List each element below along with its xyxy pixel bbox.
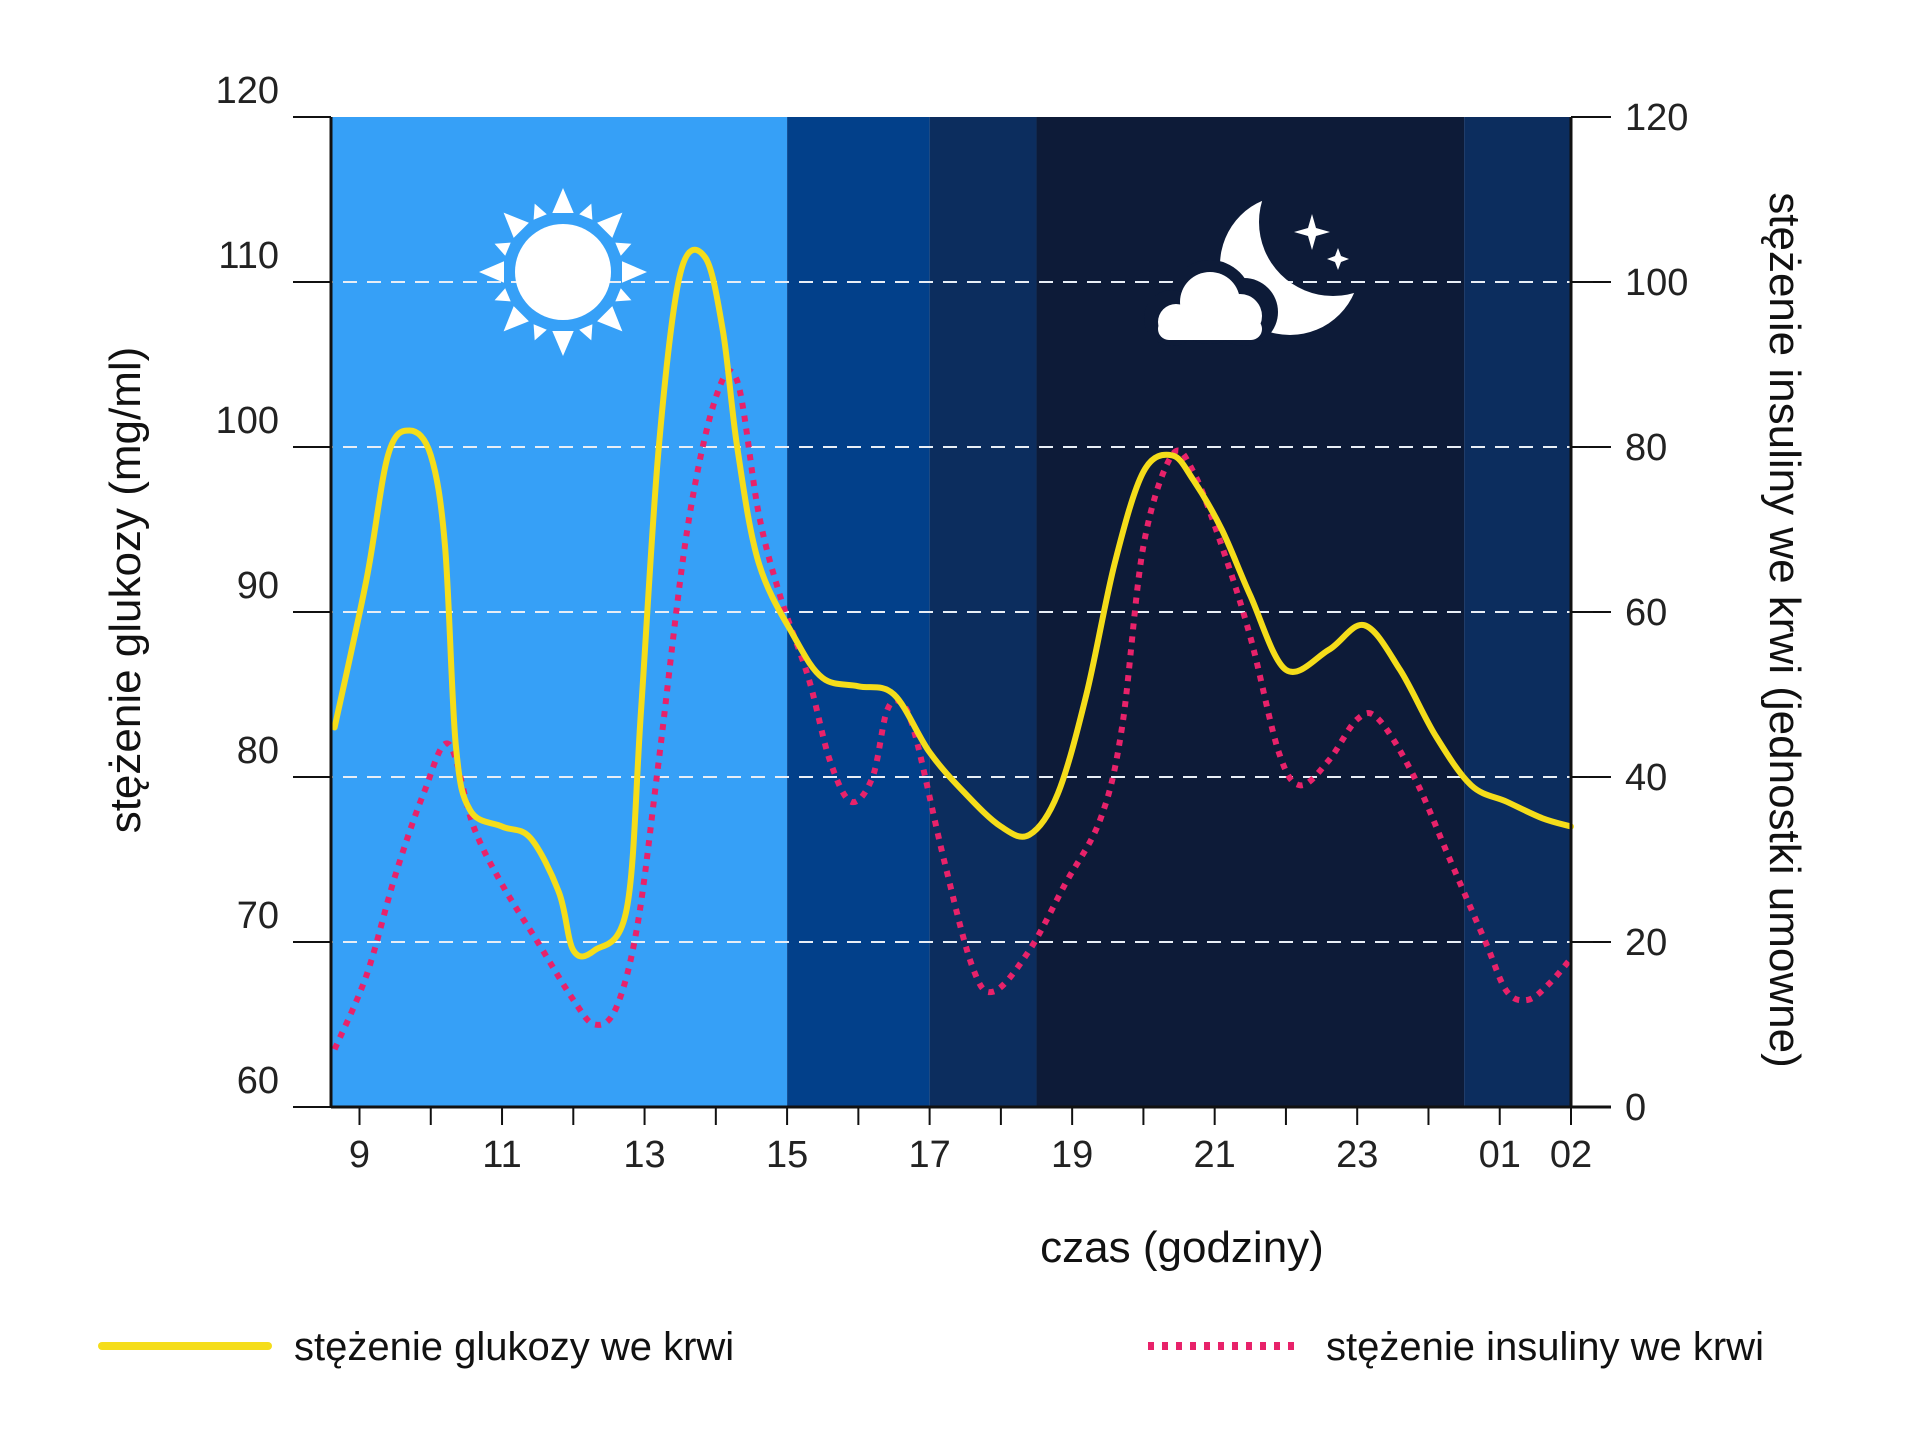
sun-ray	[579, 203, 593, 220]
sun-ray	[597, 306, 623, 332]
y-left-tick-label: 120	[216, 70, 279, 112]
y-right-tick-label: 80	[1625, 427, 1667, 469]
legend: stężenie glukozy we krwi stężenie insuli…	[98, 1325, 1764, 1369]
series-lines	[331, 246, 1574, 1051]
x-tick-label: 9	[349, 1134, 370, 1176]
y-right-tick-label: 60	[1625, 592, 1667, 634]
cloud-shape	[1144, 260, 1278, 346]
x-tick-label: 23	[1336, 1134, 1378, 1176]
star-small	[1327, 248, 1349, 270]
y-right-tick-label: 120	[1625, 97, 1688, 139]
sun-ray	[552, 331, 574, 356]
y-left-tick-label: 100	[216, 400, 279, 442]
x-tick-label: 13	[623, 1134, 665, 1176]
y-left-tick-label: 70	[237, 895, 279, 937]
legend-insulin-label: stężenie insuliny we krwi	[1326, 1325, 1764, 1369]
sun-ray	[615, 242, 632, 256]
y-right-tick-label: 100	[1625, 262, 1688, 304]
y-axis-left-title: stężenie glukozy (mg/ml)	[101, 347, 150, 834]
y-left-tick-label: 60	[237, 1060, 279, 1102]
sun-ray	[494, 242, 511, 256]
x-tick-label: 11	[482, 1134, 521, 1176]
sun-ray	[579, 324, 593, 341]
sun-ray	[552, 188, 574, 213]
sun-ray	[622, 261, 647, 283]
x-tick-label: 19	[1051, 1134, 1093, 1176]
y-right-tick-label: 20	[1625, 922, 1667, 964]
sun-ray	[479, 261, 504, 283]
x-tick-label: 01	[1479, 1134, 1521, 1176]
x-tick-label: 17	[908, 1134, 950, 1176]
y-left-tick-label: 80	[237, 730, 279, 772]
sun-ray	[494, 288, 511, 302]
y-left-tick-label: 110	[218, 235, 279, 277]
sun-ray	[503, 212, 529, 238]
y-right-tick-label: 40	[1625, 757, 1667, 799]
y-axis-right-title: stężenie insuliny we krwi (jednostki umo…	[1760, 192, 1809, 1067]
moon-stars-cloud-icon	[1144, 195, 1360, 346]
sun-ray	[533, 324, 547, 341]
sun-icon	[479, 188, 647, 356]
x-tick-label: 02	[1550, 1134, 1592, 1176]
sun-ray	[597, 212, 623, 238]
x-axis-title: czas (godziny)	[1040, 1223, 1324, 1272]
glucose-line	[331, 246, 1574, 960]
y-right-tick-label: 0	[1625, 1087, 1646, 1129]
insulin-line	[331, 368, 1574, 1051]
sun-ray	[503, 306, 529, 332]
x-tick-label: 15	[766, 1134, 808, 1176]
sun-ray	[533, 203, 547, 220]
sun-ray	[615, 288, 632, 302]
legend-glucose-label: stężenie glukozy we krwi	[294, 1325, 734, 1369]
star-large	[1294, 214, 1330, 250]
x-tick-label: 21	[1194, 1134, 1236, 1176]
y-left-tick-label: 90	[237, 565, 279, 607]
